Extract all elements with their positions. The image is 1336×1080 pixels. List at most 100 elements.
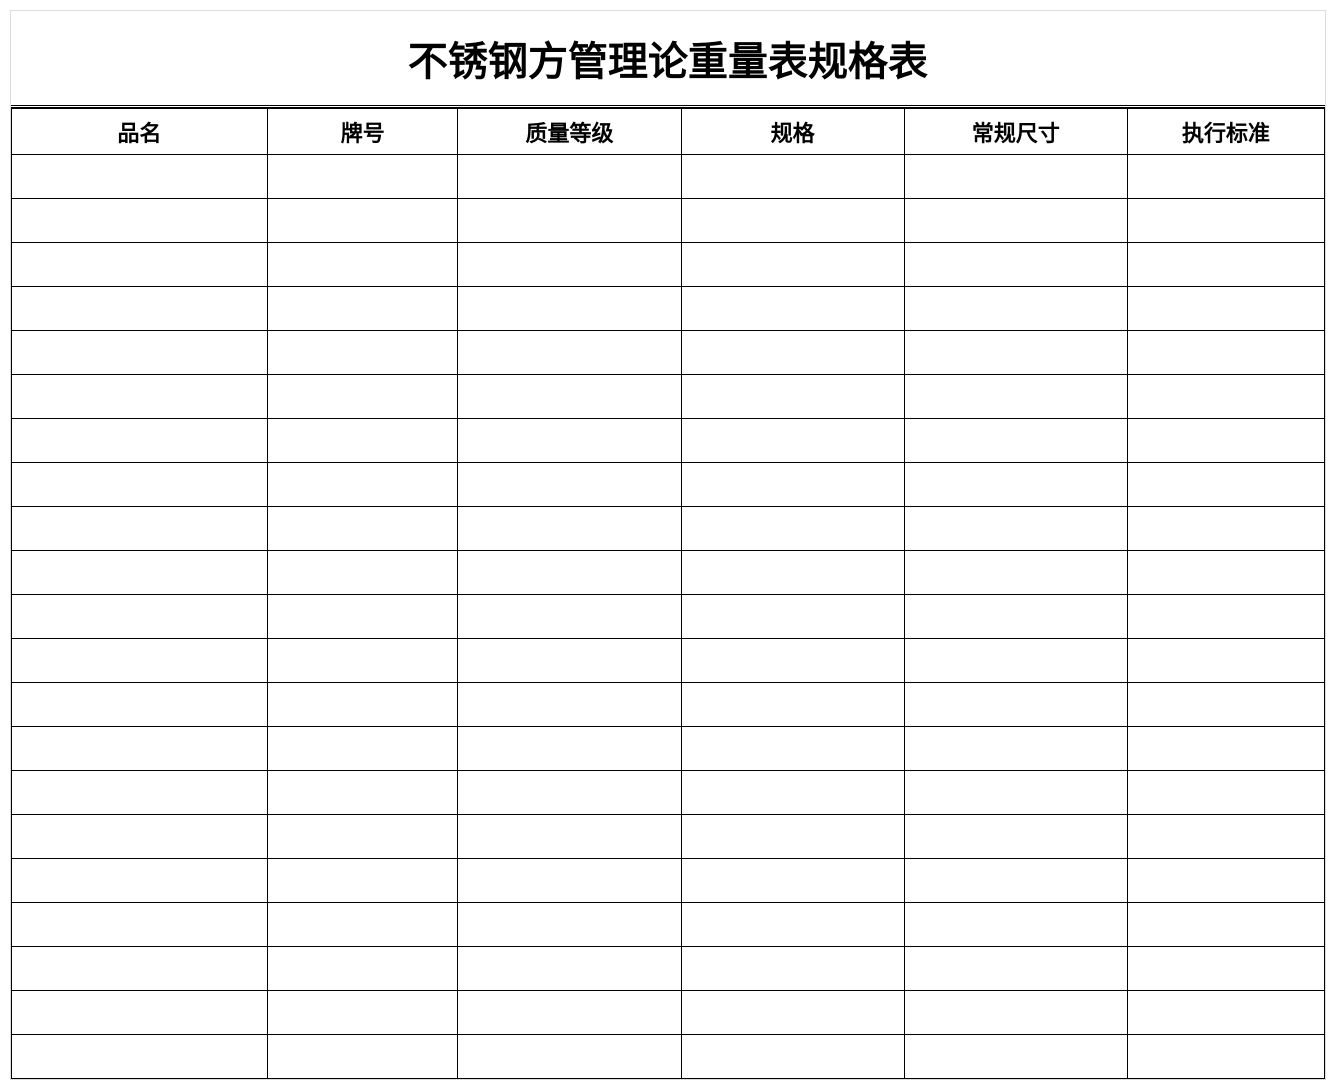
- table-cell: [12, 1035, 268, 1079]
- table-cell: [681, 991, 904, 1035]
- table-cell: [458, 815, 681, 859]
- table-row: [12, 419, 1325, 463]
- table-cell: [681, 947, 904, 991]
- table-row: [12, 639, 1325, 683]
- table-row: [12, 287, 1325, 331]
- table-cell: [268, 683, 458, 727]
- table-row: [12, 375, 1325, 419]
- table-cell: [12, 639, 268, 683]
- table-cell: [12, 903, 268, 947]
- table-row: [12, 1035, 1325, 1079]
- table-cell: [681, 771, 904, 815]
- table-cell: [904, 463, 1127, 507]
- table-cell: [458, 991, 681, 1035]
- table-cell: [904, 507, 1127, 551]
- table-cell: [458, 375, 681, 419]
- table-cell: [268, 815, 458, 859]
- table-cell: [268, 947, 458, 991]
- column-header: 质量等级: [458, 109, 681, 155]
- table-cell: [904, 947, 1127, 991]
- table-cell: [268, 551, 458, 595]
- table-cell: [268, 331, 458, 375]
- table-cell: [12, 859, 268, 903]
- table-cell: [12, 815, 268, 859]
- table-cell: [268, 1035, 458, 1079]
- table-cell: [268, 375, 458, 419]
- table-row: [12, 903, 1325, 947]
- table-cell: [268, 155, 458, 199]
- page-title: 不锈钢方管理论重量表规格表: [11, 11, 1325, 108]
- table-cell: [1128, 595, 1325, 639]
- table-cell: [904, 595, 1127, 639]
- table-cell: [1128, 683, 1325, 727]
- table-cell: [681, 551, 904, 595]
- table-cell: [904, 683, 1127, 727]
- table-cell: [904, 551, 1127, 595]
- table-cell: [681, 1035, 904, 1079]
- table-cell: [1128, 771, 1325, 815]
- table-row: [12, 331, 1325, 375]
- table-cell: [12, 507, 268, 551]
- table-container: 不锈钢方管理论重量表规格表 品名牌号质量等级规格常规尺寸执行标准: [10, 10, 1326, 1080]
- table-cell: [1128, 903, 1325, 947]
- table-cell: [268, 639, 458, 683]
- table-cell: [458, 771, 681, 815]
- column-header: 规格: [681, 109, 904, 155]
- table-cell: [681, 859, 904, 903]
- table-cell: [458, 507, 681, 551]
- table-row: [12, 815, 1325, 859]
- table-cell: [268, 771, 458, 815]
- table-cell: [12, 419, 268, 463]
- table-cell: [681, 375, 904, 419]
- column-header: 牌号: [268, 109, 458, 155]
- table-cell: [681, 595, 904, 639]
- table-cell: [268, 595, 458, 639]
- table-cell: [904, 639, 1127, 683]
- table-cell: [268, 507, 458, 551]
- table-cell: [458, 419, 681, 463]
- table-row: [12, 199, 1325, 243]
- table-cell: [458, 463, 681, 507]
- table-cell: [681, 331, 904, 375]
- table-cell: [458, 1035, 681, 1079]
- table-cell: [458, 199, 681, 243]
- table-cell: [904, 155, 1127, 199]
- table-cell: [268, 903, 458, 947]
- table-row: [12, 595, 1325, 639]
- table-cell: [12, 727, 268, 771]
- table-header-row: 品名牌号质量等级规格常规尺寸执行标准: [12, 109, 1325, 155]
- table-cell: [1128, 859, 1325, 903]
- table-cell: [458, 683, 681, 727]
- table-cell: [1128, 507, 1325, 551]
- table-cell: [1128, 243, 1325, 287]
- table-cell: [458, 331, 681, 375]
- table-cell: [458, 551, 681, 595]
- spec-table: 品名牌号质量等级规格常规尺寸执行标准: [11, 108, 1325, 1079]
- table-cell: [904, 815, 1127, 859]
- table-cell: [1128, 947, 1325, 991]
- table-cell: [681, 683, 904, 727]
- table-cell: [12, 551, 268, 595]
- table-cell: [904, 1035, 1127, 1079]
- table-cell: [268, 287, 458, 331]
- table-cell: [1128, 463, 1325, 507]
- table-cell: [681, 463, 904, 507]
- table-cell: [681, 639, 904, 683]
- table-cell: [681, 727, 904, 771]
- table-cell: [268, 199, 458, 243]
- table-cell: [12, 463, 268, 507]
- table-cell: [1128, 815, 1325, 859]
- table-cell: [12, 375, 268, 419]
- table-cell: [268, 243, 458, 287]
- table-cell: [458, 727, 681, 771]
- table-cell: [1128, 419, 1325, 463]
- table-cell: [268, 859, 458, 903]
- table-cell: [268, 727, 458, 771]
- table-cell: [1128, 287, 1325, 331]
- table-cell: [681, 199, 904, 243]
- table-cell: [458, 859, 681, 903]
- table-cell: [12, 683, 268, 727]
- table-cell: [904, 419, 1127, 463]
- table-cell: [904, 287, 1127, 331]
- table-cell: [681, 243, 904, 287]
